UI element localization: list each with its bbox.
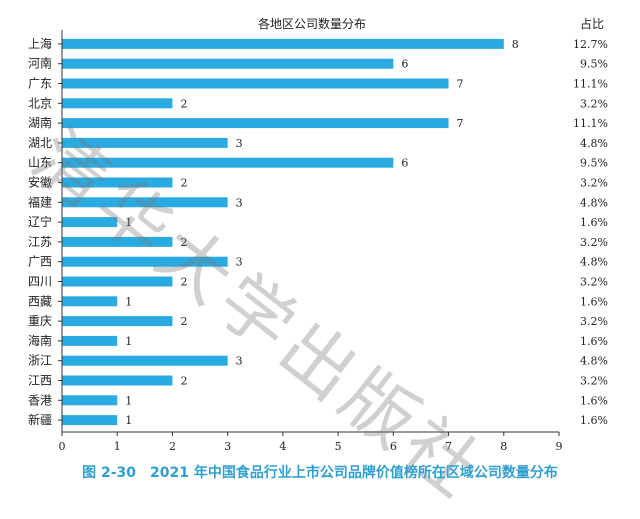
category-label: 山东 <box>28 156 52 170</box>
share-label: 1.6% <box>580 394 608 407</box>
x-tick-label: 9 <box>556 440 563 453</box>
data-label: 1 <box>125 394 132 407</box>
category-label: 安徽 <box>28 175 52 190</box>
bar <box>62 197 228 208</box>
data-label: 7 <box>457 117 464 130</box>
data-label: 3 <box>236 196 243 209</box>
data-label: 2 <box>180 276 187 289</box>
share-label: 1.6% <box>580 216 608 229</box>
x-tick-label: 3 <box>224 440 231 453</box>
share-label: 1.6% <box>580 414 608 427</box>
share-label: 9.5% <box>580 58 608 71</box>
x-tick-label: 5 <box>335 440 342 453</box>
data-label: 6 <box>401 157 408 170</box>
data-label: 1 <box>125 414 132 427</box>
share-label: 4.8% <box>580 137 608 150</box>
share-label: 3.2% <box>580 97 608 110</box>
category-label: 四川 <box>28 275 52 289</box>
category-label: 上海 <box>28 36 52 51</box>
category-label: 湖南 <box>28 115 52 130</box>
bar <box>62 276 173 287</box>
data-label: 2 <box>180 236 187 249</box>
share-label: 4.8% <box>580 355 608 368</box>
category-label: 江西 <box>28 374 52 388</box>
x-tick-label: 8 <box>500 440 507 453</box>
data-label: 1 <box>125 216 132 229</box>
bar-chart: 各地区公司数量分布 占比 上海 8 12.7% 河南 6 9.5% 广东 7 11.1% 北京 2 3… <box>28 16 608 453</box>
data-label: 2 <box>180 97 187 110</box>
category-label: 西藏 <box>28 294 52 308</box>
share-label: 9.5% <box>580 157 608 170</box>
category-label: 香港 <box>28 393 52 407</box>
share-label: 1.6% <box>580 295 608 308</box>
data-label: 8 <box>512 38 519 51</box>
data-label: 2 <box>180 315 187 328</box>
bar <box>62 236 173 247</box>
category-label: 浙江 <box>28 354 52 368</box>
category-label: 福建 <box>28 194 52 209</box>
bar <box>62 316 173 327</box>
bar <box>62 395 118 406</box>
share-header: 占比 <box>580 16 604 31</box>
bar <box>62 375 173 386</box>
figure-caption: 图 2-30 2021 年中国食品行业上市公司品牌价值榜所在区域公司数量分布 <box>82 465 558 481</box>
data-label: 3 <box>236 256 243 269</box>
bar <box>62 296 118 307</box>
bar <box>62 335 118 346</box>
share-label: 3.2% <box>580 177 608 190</box>
x-tick-label: 0 <box>59 440 66 453</box>
category-label: 重庆 <box>28 314 52 328</box>
x-tick-label: 2 <box>169 440 176 453</box>
category-label: 河南 <box>28 56 52 71</box>
category-label: 辽宁 <box>28 214 52 229</box>
bar <box>62 217 118 228</box>
bar <box>62 137 228 148</box>
category-label: 海南 <box>28 333 52 348</box>
share-label: 1.6% <box>580 335 608 348</box>
data-label: 1 <box>125 295 132 308</box>
category-label: 广西 <box>28 255 52 269</box>
data-label: 6 <box>401 58 408 71</box>
data-label: 7 <box>457 78 464 91</box>
data-label: 1 <box>125 335 132 348</box>
bar <box>62 58 394 69</box>
share-label: 11.1% <box>573 78 608 91</box>
category-label: 湖北 <box>28 135 52 150</box>
data-label: 2 <box>180 177 187 190</box>
share-label: 11.1% <box>573 117 608 130</box>
share-label: 3.2% <box>580 236 608 249</box>
bar <box>62 355 228 366</box>
data-label: 3 <box>236 137 243 150</box>
share-label: 4.8% <box>580 256 608 269</box>
bar <box>62 78 449 89</box>
category-label: 江苏 <box>28 235 52 249</box>
share-label: 4.8% <box>580 196 608 209</box>
bar <box>62 157 394 168</box>
chart-title: 各地区公司数量分布 <box>258 16 366 31</box>
bar <box>62 177 173 188</box>
bar <box>62 98 173 109</box>
data-label: 2 <box>180 375 187 388</box>
category-label: 广东 <box>28 77 52 91</box>
bar <box>62 415 118 426</box>
x-tick-label: 4 <box>279 440 286 453</box>
category-label: 新疆 <box>28 412 52 427</box>
category-label: 北京 <box>28 96 52 110</box>
share-label: 3.2% <box>580 375 608 388</box>
bar <box>62 38 504 49</box>
bar <box>62 118 449 129</box>
x-tick-label: 6 <box>390 440 397 453</box>
data-label: 3 <box>236 355 243 368</box>
share-label: 3.2% <box>580 276 608 289</box>
share-label: 12.7% <box>573 38 608 51</box>
x-tick-label: 7 <box>445 440 452 453</box>
share-label: 3.2% <box>580 315 608 328</box>
bar <box>62 256 228 267</box>
x-tick-label: 1 <box>114 440 121 453</box>
